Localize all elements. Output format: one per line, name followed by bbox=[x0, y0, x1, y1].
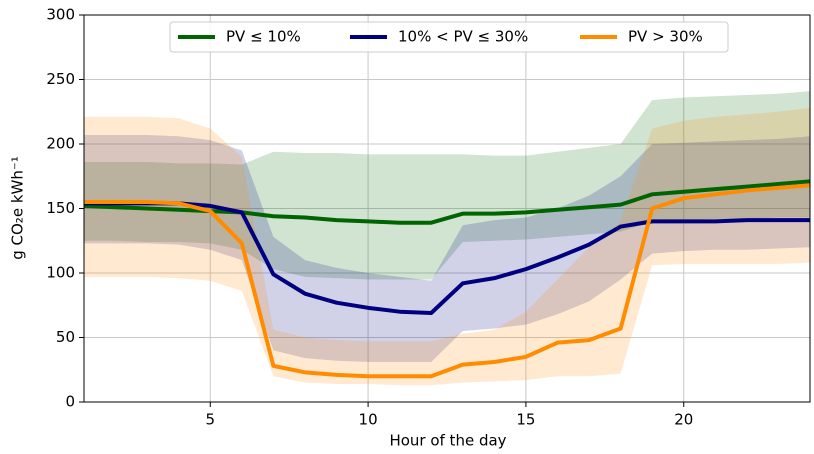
line bbox=[84, 183, 811, 379]
x-tick-label: 15 bbox=[516, 411, 535, 429]
x-tick-label: 5 bbox=[205, 411, 215, 429]
legend-label: PV > 30% bbox=[628, 28, 703, 46]
y-tick-label: 300 bbox=[46, 6, 75, 24]
plot-frame bbox=[83, 14, 811, 403]
y-axis-label: g CO₂e kWh⁻¹ bbox=[9, 156, 27, 260]
y-tick-label: 200 bbox=[46, 135, 75, 153]
band bbox=[84, 91, 810, 280]
legend-box bbox=[169, 21, 729, 53]
y-tick-label: 250 bbox=[46, 70, 75, 88]
y-tick-label: 0 bbox=[65, 393, 75, 411]
legend-label: 10% < PV ≤ 30% bbox=[398, 28, 528, 46]
y-tick-label: 150 bbox=[46, 199, 75, 217]
line bbox=[84, 201, 810, 315]
legend-label: PV ≤ 10% bbox=[226, 28, 301, 46]
y-tick-label: 50 bbox=[56, 328, 75, 346]
band bbox=[84, 107, 810, 386]
x-tick-label: 20 bbox=[674, 411, 693, 429]
x-tick-label: 10 bbox=[359, 411, 378, 429]
band bbox=[84, 134, 810, 363]
y-tick-label: 100 bbox=[46, 264, 75, 282]
x-axis-label: Hour of the day bbox=[389, 432, 506, 450]
